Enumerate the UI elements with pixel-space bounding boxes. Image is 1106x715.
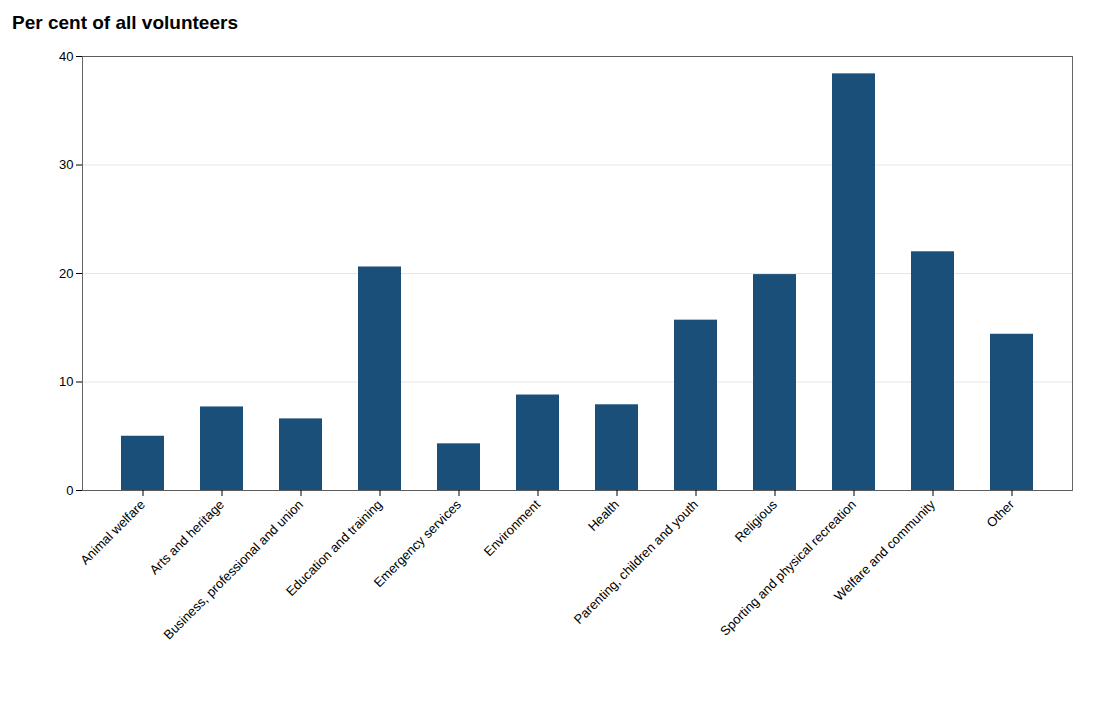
svg-text:Environment: Environment (481, 497, 543, 559)
svg-text:Sporting and physical recreati: Sporting and physical recreation (717, 497, 859, 639)
svg-text:Arts and heritage: Arts and heritage (146, 497, 227, 578)
svg-text:Business, professional and uni: Business, professional and union (161, 497, 307, 643)
html-text:Per cent of all volunteers: Per cent of all volunteers (12, 12, 238, 33)
svg-text:40: 40 (59, 49, 73, 64)
svg-text:10: 10 (59, 374, 73, 389)
svg-text:Other: Other (983, 496, 1017, 530)
svg-text:Parenting, children and youth: Parenting, children and youth (571, 497, 701, 627)
svg-text:Health: Health (585, 497, 622, 534)
svg-text:Education and training: Education and training (283, 497, 385, 599)
svg-text:Welfare and community: Welfare and community (831, 496, 938, 603)
svg-text:30: 30 (59, 157, 73, 172)
svg-text:Animal welfare: Animal welfare (77, 497, 148, 568)
svg-text:Religious: Religious (732, 496, 781, 545)
svg-text:20: 20 (59, 266, 73, 281)
svg-text:0: 0 (66, 483, 73, 498)
svg-text:Emergency services: Emergency services (371, 496, 465, 590)
